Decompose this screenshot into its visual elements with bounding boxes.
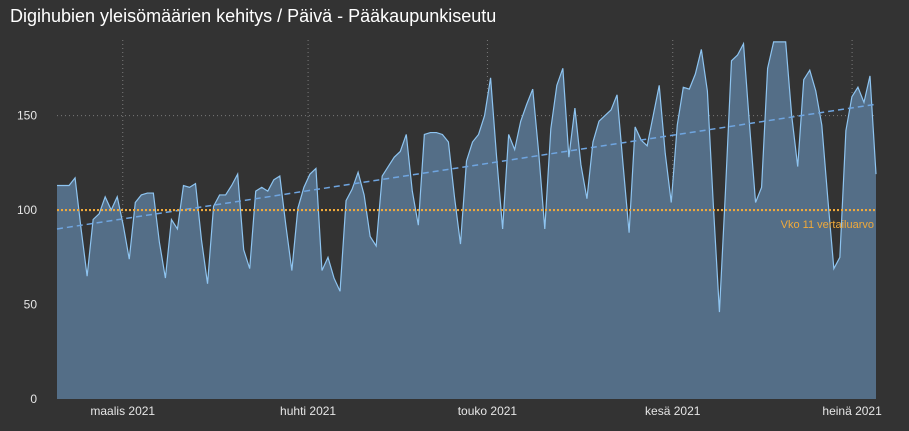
- reference-label: Vko 11 vertailuarvo: [781, 219, 874, 231]
- x-tick-label: touko 2021: [458, 404, 518, 418]
- x-tick-label: huhti 2021: [280, 404, 336, 418]
- y-tick-label: 150: [17, 109, 37, 123]
- x-tick-label: kesä 2021: [645, 404, 701, 418]
- y-tick-label: 100: [17, 203, 37, 217]
- x-tick-label: heinä 2021: [822, 404, 882, 418]
- series-area: [57, 41, 876, 399]
- y-tick-label: 50: [24, 298, 38, 312]
- y-tick-label: 0: [30, 392, 37, 406]
- chart-title: Digihubien yleisömäärien kehitys / Päivä…: [10, 6, 497, 26]
- series-line: [57, 41, 877, 313]
- trend-line: [56, 103, 877, 230]
- x-tick-label: maalis 2021: [90, 404, 155, 418]
